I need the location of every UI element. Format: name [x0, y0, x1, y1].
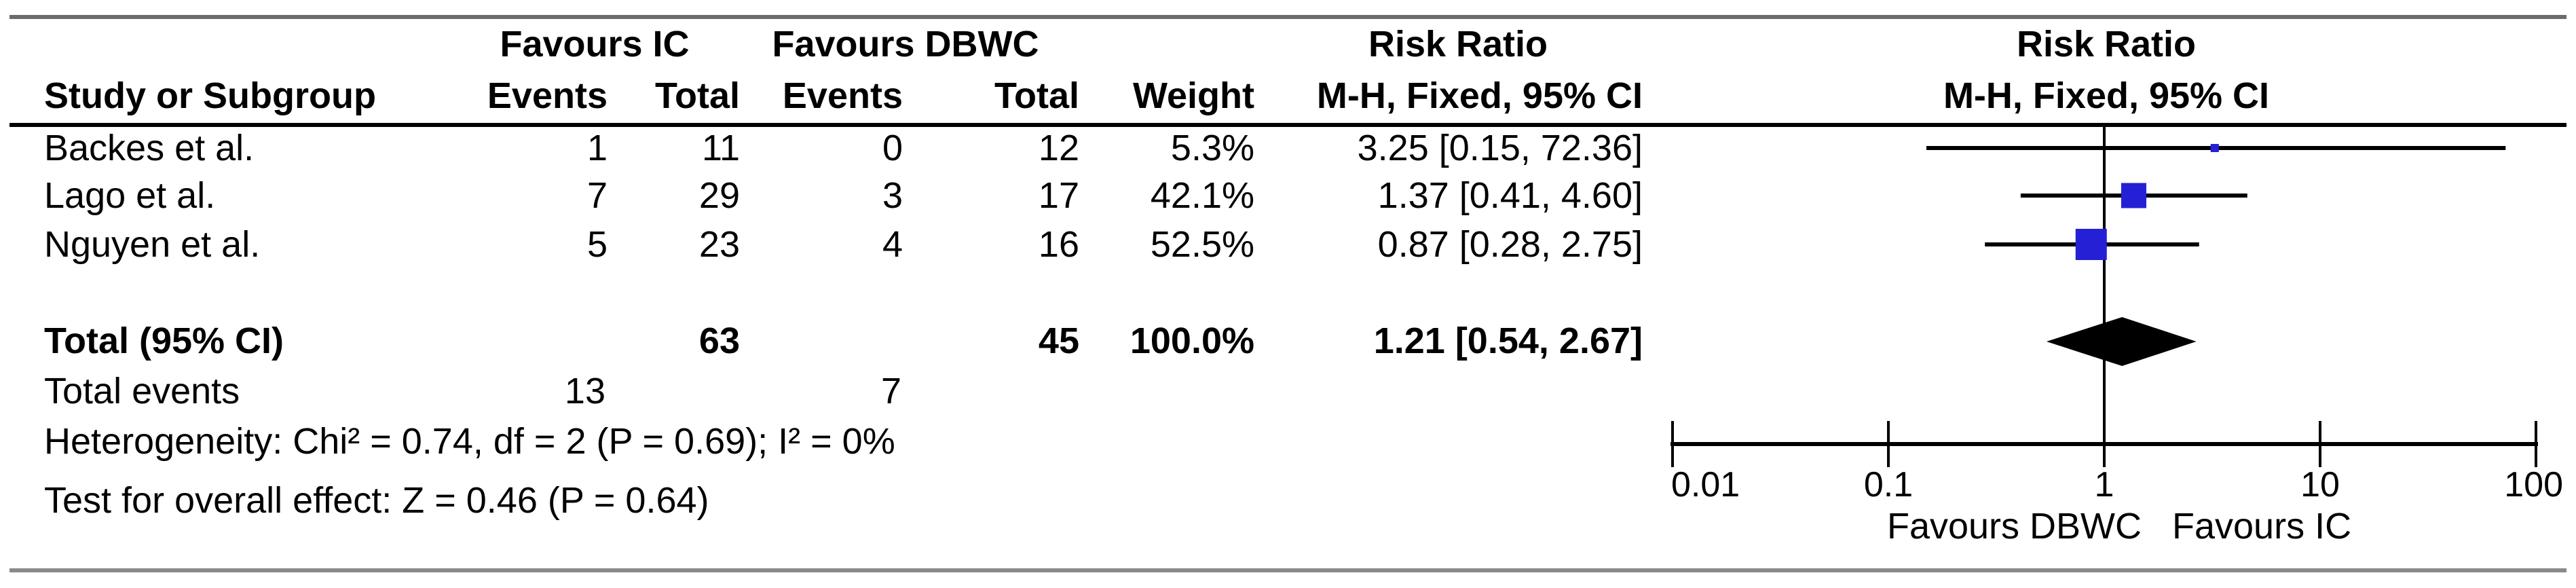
cell-ic-events: 1 — [586, 128, 608, 168]
cell-study: Backes et al. — [44, 128, 255, 168]
overall-effect-note: Test for overall effect: Z = 0.46 (P = 0… — [44, 480, 709, 521]
cell-weight: 5.3% — [1170, 128, 1254, 168]
total-weight: 100.0% — [1130, 320, 1254, 361]
cell-dbwc-total: 12 — [1038, 128, 1079, 168]
total-events-label: Total events — [44, 371, 240, 411]
favours-left-label: Favours DBWC — [1887, 506, 2142, 547]
cell-dbwc-total: 16 — [1038, 224, 1079, 265]
axis-tick-label: 1 — [2095, 465, 2114, 504]
cell-weight: 52.5% — [1150, 224, 1254, 265]
header-group-row: Favours IC Favours DBWC Risk Ratio Risk … — [0, 25, 2576, 63]
top-rule — [10, 15, 2566, 19]
bottom-rule — [10, 568, 2566, 572]
axis-tick-label: 100 — [2504, 465, 2563, 504]
table-row: Backes et al. 1 11 0 12 5.3% 3.25 [0.15,… — [0, 129, 2576, 167]
cell-ic-events: 7 — [586, 175, 608, 216]
favours-right-label: Favours IC — [2172, 506, 2351, 547]
total-row: Total (95% CI) 63 45 100.0% 1.21 [0.54, … — [0, 322, 2576, 360]
header-dbwc-total: Total — [994, 75, 1079, 116]
heterogeneity-note: Heterogeneity: Chi² = 0.74, df = 2 (P = … — [44, 421, 895, 462]
cell-ci: 1.37 [0.41, 4.60] — [1377, 175, 1643, 216]
cell-ic-total: 11 — [701, 128, 740, 168]
cell-ci: 3.25 [0.15, 72.36] — [1357, 128, 1643, 168]
header-favours-ic: Favours IC — [500, 24, 690, 65]
header-dbwc-events: Events — [782, 75, 903, 116]
header-column-row: Study or Subgroup Events Total Events To… — [0, 77, 2576, 115]
total-events-dbwc: 7 — [880, 371, 901, 411]
header-ic-total: Total — [655, 75, 740, 116]
cell-dbwc-total: 17 — [1038, 175, 1079, 216]
header-favours-dbwc: Favours DBWC — [772, 24, 1039, 65]
cell-study: Nguyen et al. — [44, 224, 261, 265]
cell-ic-total: 29 — [698, 175, 740, 216]
header-mh-ci-plot: M-H, Fixed, 95% CI — [1943, 75, 2270, 116]
cell-dbwc-events: 4 — [882, 224, 903, 265]
header-study: Study or Subgroup — [44, 75, 376, 116]
cell-ic-total: 23 — [698, 224, 740, 265]
total-events-row: Total events 13 7 — [0, 372, 2576, 410]
axis-tick-label: 0.1 — [1864, 465, 1913, 504]
header-mh-ci-table: M-H, Fixed, 95% CI — [1316, 75, 1643, 116]
table-row: Lago et al. 7 29 3 17 42.1% 1.37 [0.41, … — [0, 177, 2576, 215]
total-ci: 1.21 [0.54, 2.67] — [1373, 320, 1643, 361]
cell-ic-events: 5 — [586, 224, 608, 265]
total-events-ic: 13 — [564, 371, 605, 411]
header-risk-ratio-plot: Risk Ratio — [2016, 24, 2197, 65]
header-ic-events: Events — [487, 75, 608, 116]
axis-tick-label: 0.01 — [1671, 465, 1740, 504]
cell-ci: 0.87 [0.28, 2.75] — [1377, 224, 1643, 265]
header-risk-ratio-table: Risk Ratio — [1368, 24, 1548, 65]
cell-study: Lago et al. — [44, 175, 216, 216]
total-label: Total (95% CI) — [44, 320, 284, 361]
cell-weight: 42.1% — [1150, 175, 1254, 216]
cell-dbwc-events: 3 — [882, 175, 903, 216]
table-row: Nguyen et al. 5 23 4 16 52.5% 0.87 [0.28… — [0, 225, 2576, 263]
header-underline — [10, 123, 2566, 127]
total-dbwc-total: 45 — [1038, 320, 1079, 361]
header-weight: Weight — [1133, 75, 1254, 116]
axis-tick-label: 10 — [2300, 465, 2340, 504]
total-ic-total: 63 — [698, 320, 740, 361]
cell-dbwc-events: 0 — [882, 128, 903, 168]
